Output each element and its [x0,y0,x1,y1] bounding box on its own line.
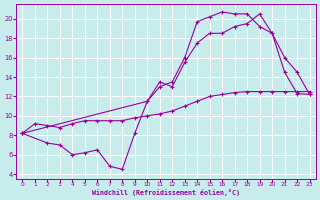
X-axis label: Windchill (Refroidissement éolien,°C): Windchill (Refroidissement éolien,°C) [92,189,240,196]
